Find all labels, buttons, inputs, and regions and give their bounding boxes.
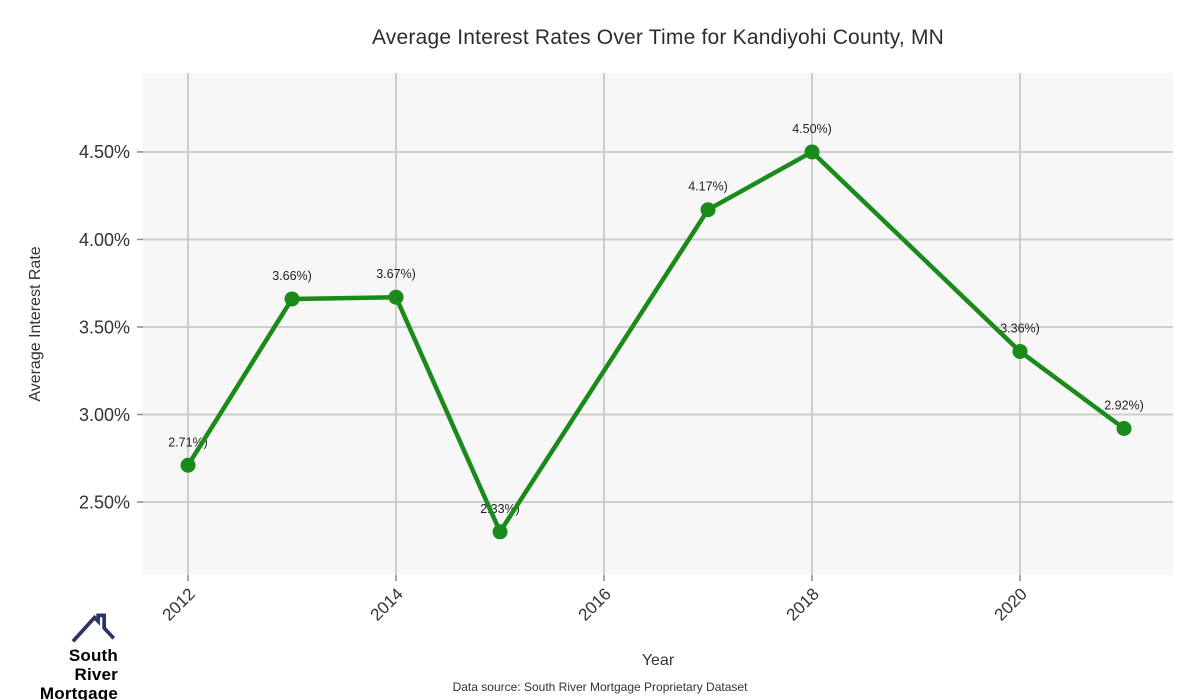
- data-point-label: 3.66%): [272, 269, 312, 283]
- panel-background: [143, 73, 1173, 575]
- y-tick-label: 3.50%: [79, 317, 130, 337]
- data-point-label: 3.67%): [376, 267, 416, 281]
- y-tick-label: 3.00%: [79, 405, 130, 425]
- chart-title: Average Interest Rates Over Time for Kan…: [371, 26, 945, 49]
- data-point: [804, 144, 820, 160]
- logo-line2: Mortgage: [39, 684, 118, 700]
- x-axis-title: Year: [641, 652, 675, 669]
- x-tick-label: 2012: [159, 584, 199, 624]
- x-tick-label: 2016: [575, 584, 615, 624]
- x-tick-label: 2014: [367, 584, 407, 624]
- data-point: [1012, 343, 1028, 359]
- house-roof-icon: [71, 613, 116, 643]
- x-tick-label: 2020: [991, 584, 1031, 624]
- x-tick-label: 2018: [783, 584, 823, 624]
- data-point: [492, 524, 508, 540]
- data-point: [388, 289, 404, 305]
- data-point: [180, 457, 196, 473]
- y-tick-label: 4.00%: [79, 230, 130, 250]
- logo-line1: South River: [68, 646, 118, 684]
- y-axis-title: Average Interest Rate: [27, 246, 44, 401]
- data-point-label: 4.50%): [792, 122, 832, 136]
- data-point-label: 2.92%): [1104, 398, 1144, 412]
- data-point-label: 4.17%): [688, 180, 728, 194]
- data-point: [1116, 420, 1132, 436]
- y-tick-label: 4.50%: [79, 142, 130, 162]
- data-source-note: Data source: South River Mortgage Propri…: [452, 680, 748, 694]
- y-tick-label: 2.50%: [79, 492, 130, 512]
- series-line: [185, 149, 1127, 535]
- logo: South River Mortgage: [24, 610, 118, 700]
- house-roof-path: [71, 613, 116, 643]
- data-point: [284, 291, 300, 307]
- data-point-label: 3.36%): [1000, 321, 1040, 335]
- data-point: [700, 202, 716, 218]
